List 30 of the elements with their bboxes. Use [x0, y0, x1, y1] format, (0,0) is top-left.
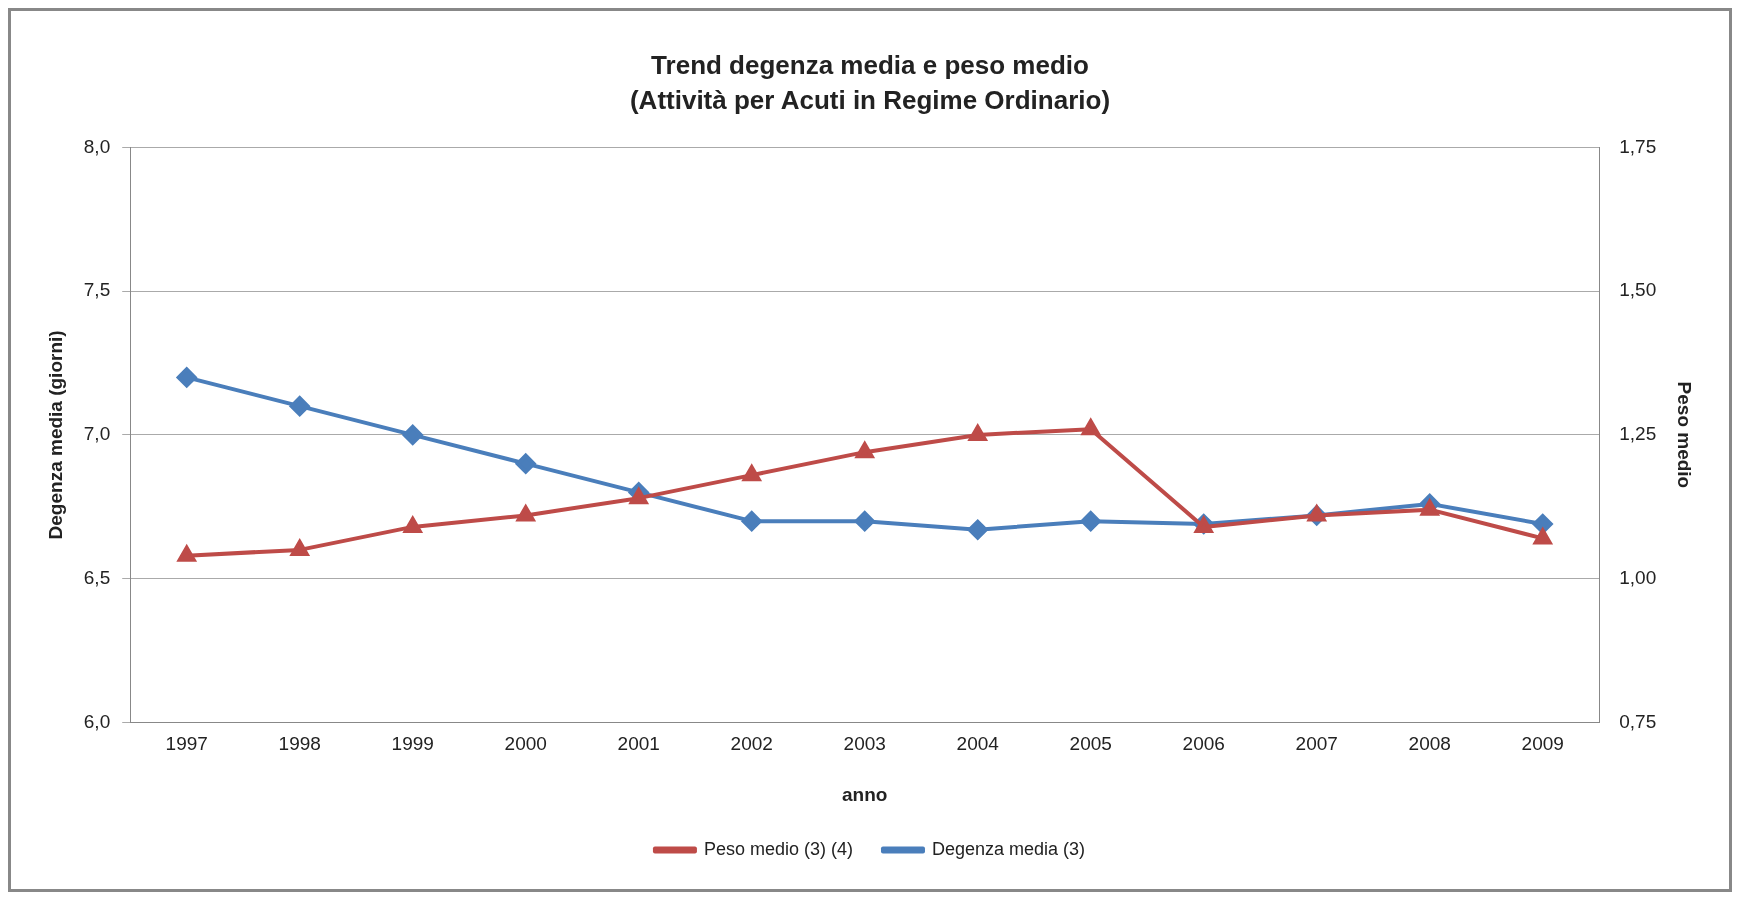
x-tick-label: 2008 [1408, 733, 1451, 755]
y2-tick-label: 1,00 [1619, 566, 1657, 588]
x-tick-label: 2006 [1182, 733, 1225, 755]
legend-label: Peso medio (3) (4) [703, 838, 853, 859]
x-tick-label: 1997 [165, 733, 208, 755]
y2-tick-label: 1,25 [1619, 423, 1657, 445]
y-tick-label: 7,0 [83, 423, 111, 445]
y2-tick-label: 1,75 [1619, 135, 1657, 157]
y-tick-label: 7,5 [83, 279, 111, 301]
x-tick-label: 2009 [1521, 733, 1564, 755]
y2-tick-label: 1,50 [1619, 279, 1657, 301]
x-tick-label: 1999 [391, 733, 434, 755]
x-tick-label: 2000 [504, 733, 547, 755]
y2-axis-title: Peso medio [1674, 381, 1696, 489]
y-axis-title: Degenza media (giorni) [44, 330, 66, 540]
x-tick-label: 2003 [843, 733, 886, 755]
chart-title: Trend degenza media e peso medio [651, 49, 1089, 80]
x-tick-label: 2001 [617, 733, 660, 755]
x-tick-label: 2002 [730, 733, 773, 755]
x-tick-label: 2007 [1295, 733, 1338, 755]
x-tick-label: 2005 [1069, 733, 1112, 755]
x-tick-label: 2004 [956, 733, 1000, 755]
y2-tick-label: 0,75 [1619, 710, 1657, 732]
x-axis-title: anno [842, 783, 888, 805]
y-tick-label: 6,5 [83, 566, 111, 588]
x-tick-label: 1998 [278, 733, 321, 755]
y-tick-label: 8,0 [83, 135, 111, 157]
legend-label: Degenza media (3) [931, 838, 1086, 859]
y-tick-label: 6,0 [83, 710, 111, 732]
chart-subtitle: (Attività per Acuti in Regime Ordinario) [629, 84, 1111, 115]
